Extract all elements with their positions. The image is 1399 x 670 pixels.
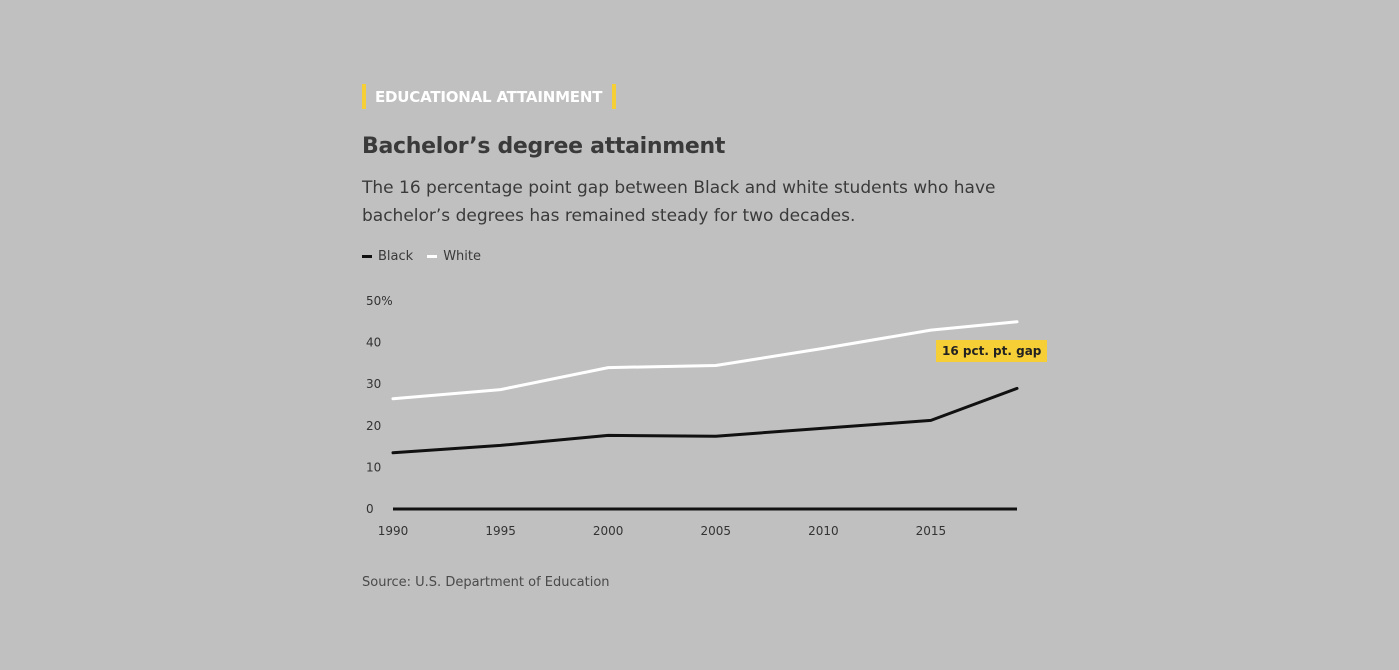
gap-annotation: 16 pct. pt. gap [936, 340, 1048, 362]
y-tick-label: 40 [366, 336, 381, 350]
legend-swatch-black [362, 255, 372, 258]
y-tick-label: 20 [366, 419, 381, 433]
legend-item-black: Black [362, 249, 413, 264]
kicker-right-bar [612, 84, 617, 109]
kicker-text: EDUCATIONAL ATTAINMENT [375, 87, 603, 106]
chart-subtitle: The 16 percentage point gap between Blac… [362, 178, 996, 226]
x-tick-label: 1990 [378, 524, 409, 538]
y-tick-label: 50% [366, 294, 393, 308]
series-line-white [391, 320, 1019, 401]
y-tick-label: 0 [366, 502, 374, 516]
source-note: Source: U.S. Department of Education [362, 575, 610, 590]
legend-item-white: White [427, 249, 481, 264]
series-line-black [391, 386, 1019, 455]
x-tick-label: 2000 [593, 524, 624, 538]
kicker-tag: EDUCATIONAL ATTAINMENT [362, 84, 617, 109]
x-tick-label: 2005 [700, 524, 731, 538]
legend-swatch-white [427, 255, 438, 258]
y-tick-label: 30 [366, 377, 381, 391]
chart-legend: Black White [362, 249, 495, 264]
legend-label-white: White [443, 249, 481, 264]
chart-title: Bachelor’s degree attainment [362, 134, 726, 159]
x-tick-label: 1995 [485, 524, 516, 538]
kicker-left-bar [362, 84, 366, 109]
x-tick-label: 2015 [916, 524, 947, 538]
y-tick-label: 10 [366, 460, 381, 474]
legend-label-black: Black [378, 249, 414, 264]
x-tick-label: 2010 [808, 524, 839, 538]
